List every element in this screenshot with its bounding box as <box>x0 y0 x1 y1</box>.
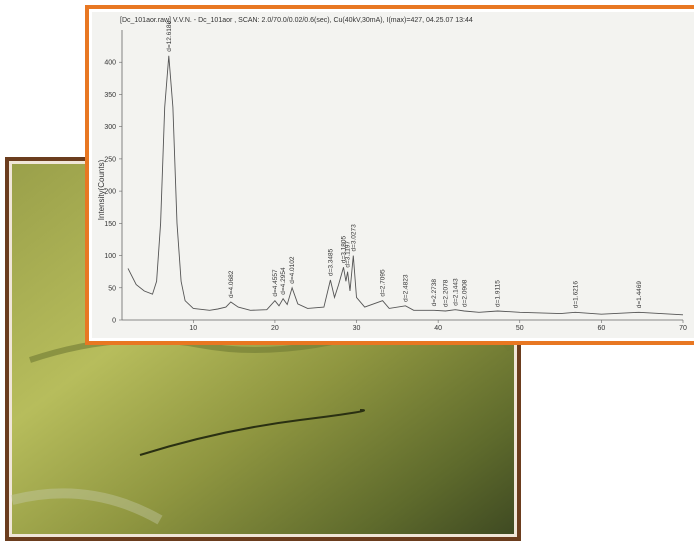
y-tick-label: 50 <box>108 285 116 292</box>
peak-label: d=2.1443 <box>452 278 459 306</box>
y-tick-label: 250 <box>104 156 116 163</box>
peak-label: d=4.0102 <box>289 256 296 284</box>
x-tick-label: 10 <box>189 325 197 332</box>
peak-label: d=1.6216 <box>572 281 579 309</box>
x-tick-label: 60 <box>597 325 605 332</box>
x-tick-label: 40 <box>434 325 442 332</box>
peak-label: d=4.4557 <box>272 269 279 297</box>
y-tick-label: 200 <box>104 189 116 196</box>
peak-label: d=3.3485 <box>327 248 334 276</box>
y-tick-label: 150 <box>104 221 116 228</box>
chart-frame <box>85 5 694 345</box>
peak-label: d=1.4469 <box>636 281 643 309</box>
peak-label: d=2.0908 <box>461 279 468 307</box>
peak-label: d=2.4823 <box>403 274 410 302</box>
peak-label: d=3.0273 <box>350 224 357 252</box>
peak-label: d=2.2738 <box>431 279 438 307</box>
peak-label: d=2.2078 <box>442 279 449 307</box>
peak-label: d=4.2954 <box>280 267 287 295</box>
y-tick-label: 300 <box>104 124 116 131</box>
figure: [Dc_101aor.raw] V.V.N. - Dc_101aor , SCA… <box>0 0 694 542</box>
x-tick-label: 50 <box>516 325 524 332</box>
peak-label: d=4.0682 <box>228 270 235 298</box>
y-tick-label: 400 <box>104 60 116 67</box>
x-tick-label: 30 <box>353 325 361 332</box>
peak-label: d=1.9115 <box>495 280 502 307</box>
y-tick-label: 100 <box>104 253 116 260</box>
page: {"chart_data": {"type": "line", "title":… <box>0 0 694 542</box>
peak-label: d=12.6186 <box>166 20 173 51</box>
x-tick-label: 20 <box>271 325 279 332</box>
x-tick-label: 70 <box>679 325 687 332</box>
chart-title: [Dc_101aor.raw] V.V.N. - Dc_101aor , SCA… <box>120 17 473 24</box>
peak-label: d=2.7095 <box>380 269 387 297</box>
y-tick-label: 350 <box>104 92 116 99</box>
y-tick-label: 0 <box>112 318 116 325</box>
